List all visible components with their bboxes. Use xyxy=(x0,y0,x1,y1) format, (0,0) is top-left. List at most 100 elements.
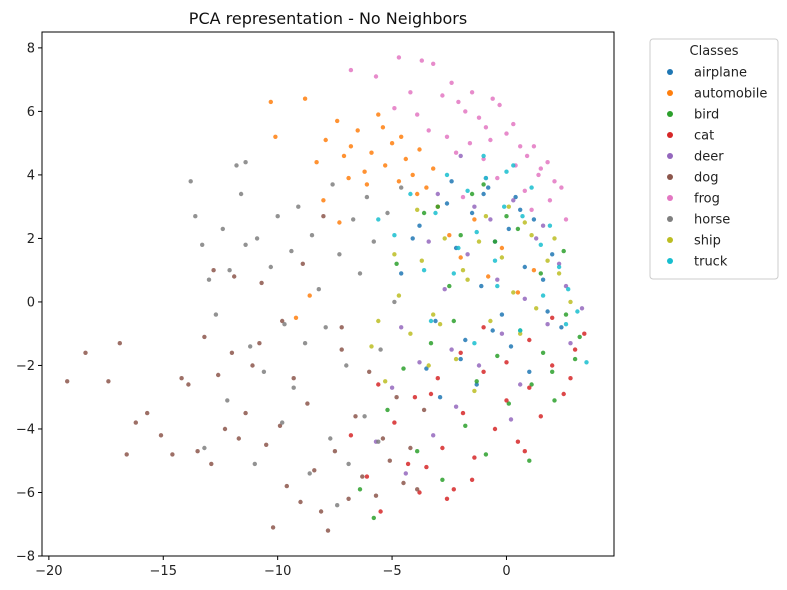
data-point-airplane xyxy=(474,382,479,387)
data-point-dog xyxy=(209,461,214,467)
data-point-automobile xyxy=(515,290,521,295)
data-point-frog xyxy=(440,93,445,98)
data-point-frog xyxy=(463,109,468,114)
legend-marker-cat xyxy=(667,132,673,138)
data-point-truck xyxy=(376,217,381,222)
legend-marker-frog xyxy=(667,195,673,201)
data-point-frog xyxy=(392,106,397,111)
data-point-dog xyxy=(339,325,344,330)
data-point-cat xyxy=(550,363,555,368)
data-point-truck xyxy=(518,328,523,333)
data-point-cat xyxy=(364,474,370,479)
data-point-horse xyxy=(200,242,205,247)
data-point-frog xyxy=(467,141,473,146)
data-point-horse xyxy=(213,312,219,317)
data-point-cat xyxy=(412,395,418,400)
data-point-frog xyxy=(481,156,486,162)
data-point-airplane xyxy=(550,252,555,257)
data-point-deer xyxy=(545,322,550,327)
data-point-deer xyxy=(488,217,493,222)
legend-label-horse: horse xyxy=(694,213,730,228)
data-point-truck xyxy=(529,185,534,190)
data-point-truck xyxy=(408,191,413,197)
data-point-ship xyxy=(483,214,489,219)
data-point-cat xyxy=(435,376,440,381)
y-tick-label: 4 xyxy=(27,168,35,183)
data-point-automobile xyxy=(307,293,312,298)
data-point-horse xyxy=(254,236,260,241)
data-point-airplane xyxy=(518,207,523,212)
data-point-bird xyxy=(540,350,546,355)
legend-marker-airplane xyxy=(667,69,673,75)
data-point-cat xyxy=(458,350,463,355)
data-point-automobile xyxy=(293,315,299,320)
data-point-airplane xyxy=(424,366,429,371)
data-point-dog xyxy=(321,214,326,219)
data-point-frog xyxy=(497,102,502,108)
data-point-ship xyxy=(431,312,436,317)
data-point-dog xyxy=(332,449,338,454)
data-point-horse xyxy=(385,210,390,216)
data-point-horse xyxy=(371,239,376,244)
data-point-automobile xyxy=(302,96,308,101)
data-point-horse xyxy=(328,436,333,441)
data-point-horse xyxy=(399,185,404,190)
data-point-automobile xyxy=(380,125,386,130)
data-point-dog xyxy=(216,372,221,378)
data-point-bird xyxy=(401,366,406,371)
legend-label-deer: deer xyxy=(694,150,724,165)
data-point-bird xyxy=(371,515,376,521)
data-point-bird xyxy=(385,407,390,413)
data-point-truck xyxy=(492,258,498,263)
data-point-cat xyxy=(550,315,555,320)
data-point-dog xyxy=(186,382,191,387)
data-point-dog xyxy=(300,261,305,266)
data-point-automobile xyxy=(447,233,452,238)
y-tick-label: 6 xyxy=(27,105,35,120)
data-point-frog xyxy=(511,121,516,127)
data-point-ship xyxy=(556,271,562,276)
data-point-horse xyxy=(252,461,257,467)
data-point-dog xyxy=(259,280,264,286)
data-point-automobile xyxy=(499,245,505,251)
data-point-bird xyxy=(481,182,486,187)
data-point-dog xyxy=(236,436,241,441)
data-point-ship xyxy=(488,318,493,324)
data-point-airplane xyxy=(499,312,505,317)
data-point-cat xyxy=(460,410,466,416)
data-point-frog xyxy=(563,217,569,222)
data-point-dog xyxy=(346,496,351,501)
data-point-automobile xyxy=(335,118,340,124)
data-point-horse xyxy=(392,299,397,305)
data-point-horse xyxy=(234,163,239,168)
data-point-frog xyxy=(431,61,436,66)
data-point-horse xyxy=(309,233,315,238)
legend-marker-automobile xyxy=(667,90,673,96)
data-point-deer xyxy=(465,252,470,257)
data-point-bird xyxy=(474,379,479,384)
data-point-cat xyxy=(481,369,486,374)
legend-items: airplane automobile bird cat deer dog frog hors… xyxy=(667,66,767,270)
data-point-airplane xyxy=(531,217,537,222)
legend-label-dog: dog xyxy=(694,171,718,186)
data-point-frog xyxy=(488,137,493,143)
data-point-automobile xyxy=(314,160,319,165)
data-point-truck xyxy=(584,360,589,365)
data-point-deer xyxy=(534,236,539,241)
data-point-dog xyxy=(229,350,235,355)
data-point-ship xyxy=(522,220,527,225)
data-point-dog xyxy=(133,420,138,425)
data-point-deer xyxy=(442,287,447,292)
data-point-ship xyxy=(408,331,413,336)
data-point-automobile xyxy=(383,163,388,168)
data-point-cat xyxy=(348,433,354,438)
data-point-truck xyxy=(433,210,438,216)
data-point-ship xyxy=(518,331,523,336)
x-tick-label: −10 xyxy=(264,564,291,579)
data-point-truck xyxy=(472,341,477,346)
data-point-bird xyxy=(451,318,456,324)
legend-box xyxy=(649,38,779,280)
data-point-truck xyxy=(540,293,546,298)
data-point-cat xyxy=(538,414,543,419)
data-point-frog xyxy=(495,175,500,181)
